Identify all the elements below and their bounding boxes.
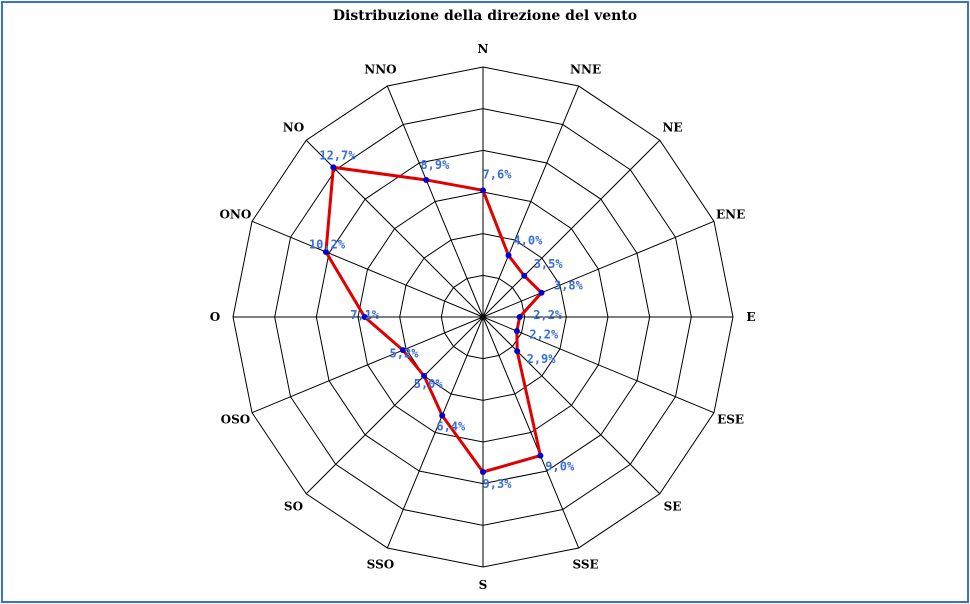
data-point [399, 347, 406, 354]
value-label: 10,2% [309, 238, 346, 252]
direction-label: SO [284, 500, 303, 514]
direction-label: O [210, 310, 220, 324]
direction-label: SE [664, 500, 682, 514]
direction-label: OSO [221, 413, 251, 427]
direction-label: NE [662, 120, 682, 134]
radar-series [322, 164, 545, 475]
data-point [537, 452, 544, 459]
direction-label: E [746, 310, 755, 324]
direction-label: N [478, 42, 489, 56]
grid-spoke [482, 139, 661, 318]
data-point [322, 248, 329, 255]
direction-label: NNO [364, 62, 396, 76]
grid-spoke [482, 220, 715, 318]
grid-spoke [305, 139, 484, 318]
grid-spoke [482, 316, 715, 414]
data-point [521, 272, 528, 279]
direction-label: NNE [570, 62, 601, 76]
value-label: 5,0% [414, 377, 444, 391]
value-label: 6,4% [436, 419, 466, 433]
direction-label: SSO [367, 558, 395, 572]
direction-label: ESE [717, 413, 744, 427]
data-point [423, 176, 430, 183]
grid-spoke [251, 316, 484, 414]
grid-spoke [305, 316, 484, 495]
data-point [330, 164, 337, 171]
radar-spokes [233, 67, 733, 567]
data-point [538, 289, 545, 296]
grid-spoke [386, 85, 484, 318]
data-point [361, 314, 368, 320]
direction-label: S [479, 578, 488, 592]
data-point [505, 252, 512, 259]
direction-label: NO [283, 120, 304, 134]
value-label: 2,2% [533, 308, 563, 322]
grid-spoke [482, 316, 661, 495]
value-label: 9,0% [545, 460, 575, 474]
data-point [516, 314, 523, 320]
value-label: 2,2% [529, 327, 559, 341]
direction-label: SSE [572, 558, 598, 572]
data-point [514, 348, 521, 355]
value-label: 4,0% [513, 233, 543, 247]
grid-spoke [386, 316, 484, 549]
value-label: 3,5% [534, 257, 564, 271]
value-label: 7,6% [483, 167, 513, 181]
value-label: 3,8% [554, 278, 584, 292]
radar-labels: N NNE NE ENE E ESE SE SSE S SSO SO OSO O ONO NO NNO 7,6%… [210, 42, 756, 592]
value-label: 2,9% [527, 352, 557, 366]
value-label: 9,3% [483, 477, 513, 491]
data-point [513, 328, 520, 335]
value-label: 5,2% [390, 347, 420, 361]
data-point [480, 469, 486, 475]
data-point [439, 412, 446, 419]
grid-spoke [482, 316, 580, 549]
data-point [421, 372, 428, 379]
value-label: 12,7% [319, 148, 356, 162]
grid-spoke [251, 220, 484, 318]
direction-label: ENE [716, 207, 745, 221]
grid-spoke [482, 85, 580, 318]
data-point [480, 187, 486, 194]
direction-label: ONO [219, 207, 251, 221]
value-label: 7,1% [350, 308, 380, 322]
value-label: 8,9% [420, 158, 450, 172]
chart-title: Distribuzione della direzione del vento [332, 8, 638, 24]
